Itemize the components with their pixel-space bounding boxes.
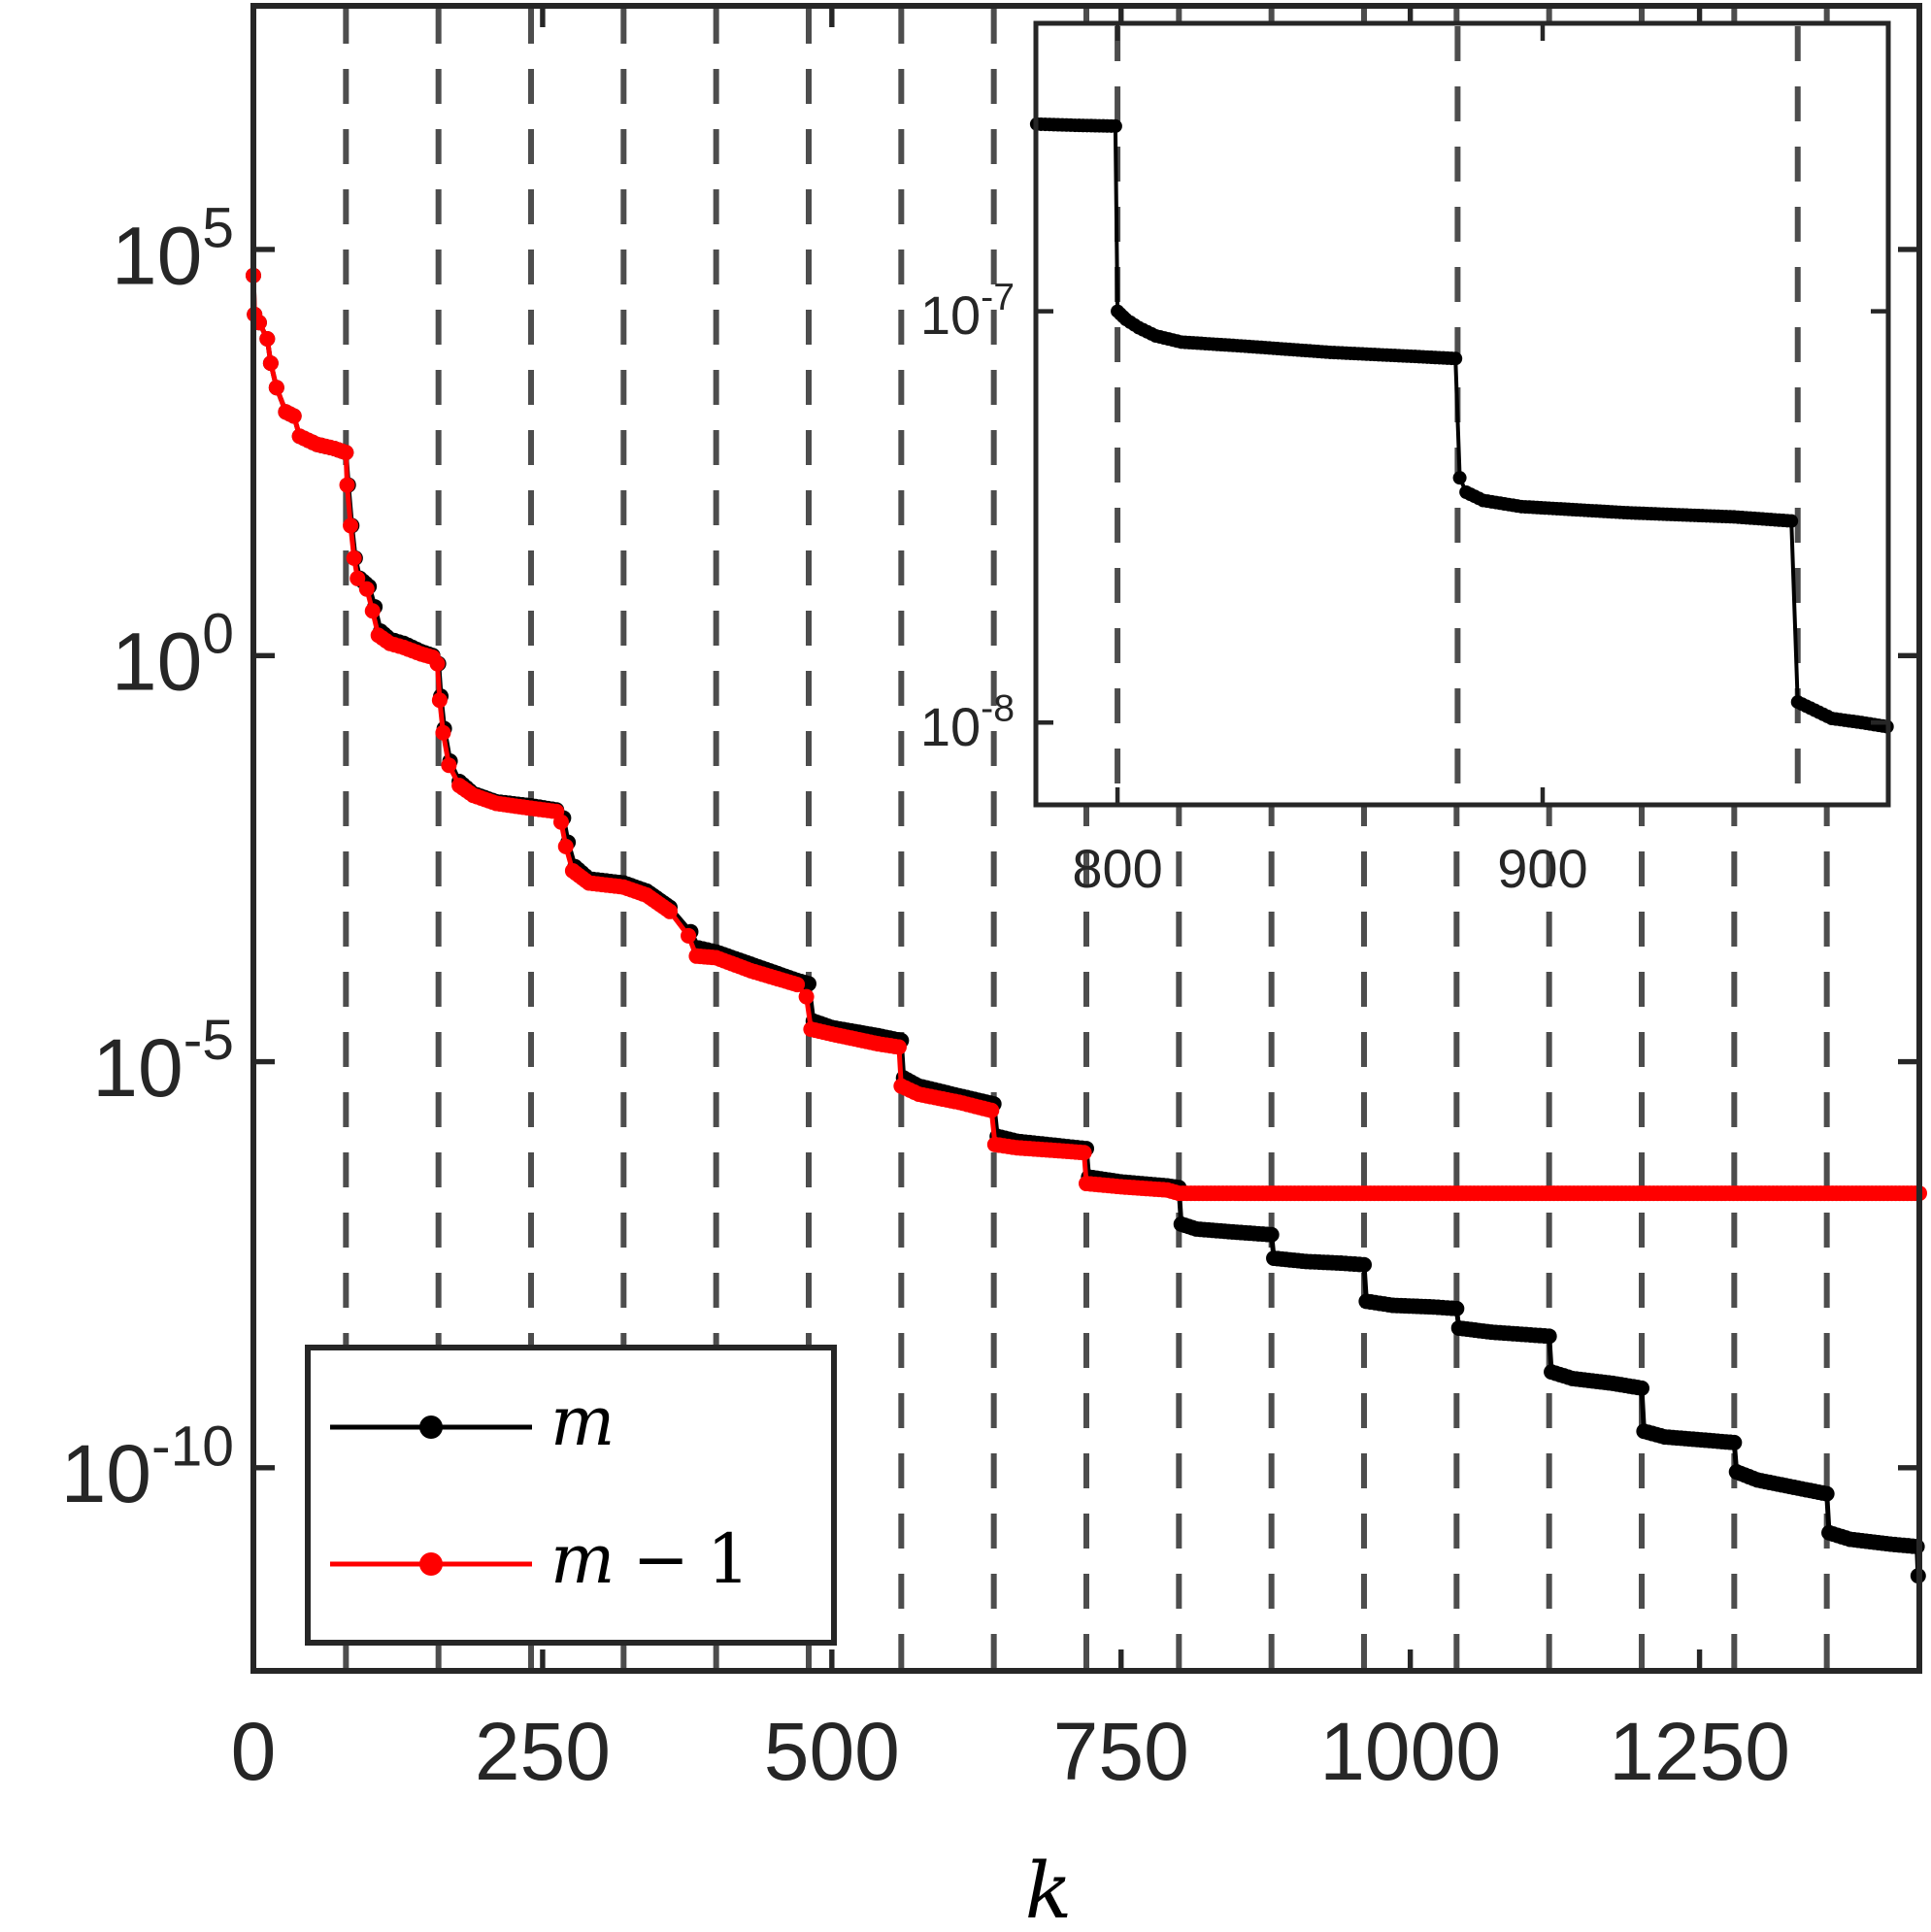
legend-box bbox=[305, 1345, 837, 1646]
legend-label-m: m bbox=[550, 1382, 615, 1461]
data-point bbox=[1448, 1300, 1465, 1316]
data-point bbox=[358, 581, 375, 597]
main-series-group bbox=[246, 267, 1927, 1584]
y-tick-label: 10-8 bbox=[920, 688, 1015, 757]
axes-box bbox=[250, 3, 1922, 1674]
data-point bbox=[552, 814, 569, 830]
data-point bbox=[801, 976, 816, 992]
data-point bbox=[1541, 1328, 1557, 1345]
y-tick-label: 10-7 bbox=[920, 277, 1015, 346]
x-tick-label: 0 bbox=[231, 1706, 277, 1797]
data-point bbox=[1726, 1434, 1743, 1450]
data-point bbox=[285, 408, 302, 424]
data-point bbox=[350, 570, 366, 586]
legend-marker-m bbox=[419, 1416, 443, 1439]
data-point bbox=[441, 757, 457, 774]
data-point bbox=[1452, 471, 1467, 485]
inset-series-group bbox=[1029, 117, 1894, 734]
data-point bbox=[1818, 1485, 1835, 1502]
data-point bbox=[1448, 351, 1463, 366]
y-tick-label: 10-5 bbox=[92, 1009, 234, 1114]
legend-marker-m-minus-1 bbox=[419, 1552, 443, 1576]
x-tick-label: 900 bbox=[1497, 838, 1587, 899]
x-tick-label: 1250 bbox=[1609, 1706, 1790, 1797]
data-point bbox=[435, 724, 451, 741]
data-point bbox=[798, 988, 815, 1005]
y-tick-label: 100 bbox=[112, 603, 234, 708]
data-point bbox=[1263, 1226, 1280, 1243]
legend-label-m-minus-1: m −1 bbox=[550, 1519, 750, 1599]
data-point bbox=[339, 477, 355, 493]
data-point bbox=[259, 331, 276, 347]
data-point bbox=[268, 380, 284, 396]
x-axis-label: k bbox=[1025, 1846, 1072, 1932]
x-tick-label: 500 bbox=[764, 1706, 900, 1797]
x-tick-label: 250 bbox=[475, 1706, 611, 1797]
data-point bbox=[364, 603, 381, 619]
y-tick-label: 10-10 bbox=[61, 1415, 234, 1519]
data-point bbox=[429, 655, 446, 672]
data-point bbox=[431, 692, 448, 709]
inset-plot: 800 900 10-7 10-8 bbox=[920, 20, 1894, 899]
inset-axes: 800 900 10-7 10-8 bbox=[920, 20, 1891, 899]
data-point bbox=[983, 1102, 1000, 1118]
data-point bbox=[338, 445, 354, 461]
y-tick-label: 105 bbox=[112, 196, 234, 301]
data-point bbox=[1076, 1145, 1092, 1161]
data-point bbox=[1108, 118, 1122, 133]
x-tick-label: 800 bbox=[1072, 838, 1162, 899]
main-axes: 0 250 500 750 1000 1250 105 100 10-5 10-10 bbox=[61, 3, 1922, 1797]
legend: m m −1 bbox=[305, 1345, 837, 1646]
data-point bbox=[662, 903, 678, 919]
data-point bbox=[346, 550, 362, 566]
data-point bbox=[1356, 1256, 1372, 1273]
axes-box bbox=[1033, 20, 1891, 808]
x-tick-label: 1000 bbox=[1319, 1706, 1501, 1797]
data-point bbox=[890, 1039, 907, 1055]
inset-background bbox=[1036, 23, 1888, 805]
data-point bbox=[262, 355, 279, 372]
data-point bbox=[1784, 514, 1799, 528]
data-point bbox=[1634, 1380, 1649, 1396]
data-point bbox=[789, 977, 806, 993]
data-point bbox=[557, 838, 574, 854]
data-point bbox=[681, 927, 697, 944]
x-tick-label: 750 bbox=[1053, 1706, 1189, 1797]
data-point bbox=[343, 517, 359, 534]
